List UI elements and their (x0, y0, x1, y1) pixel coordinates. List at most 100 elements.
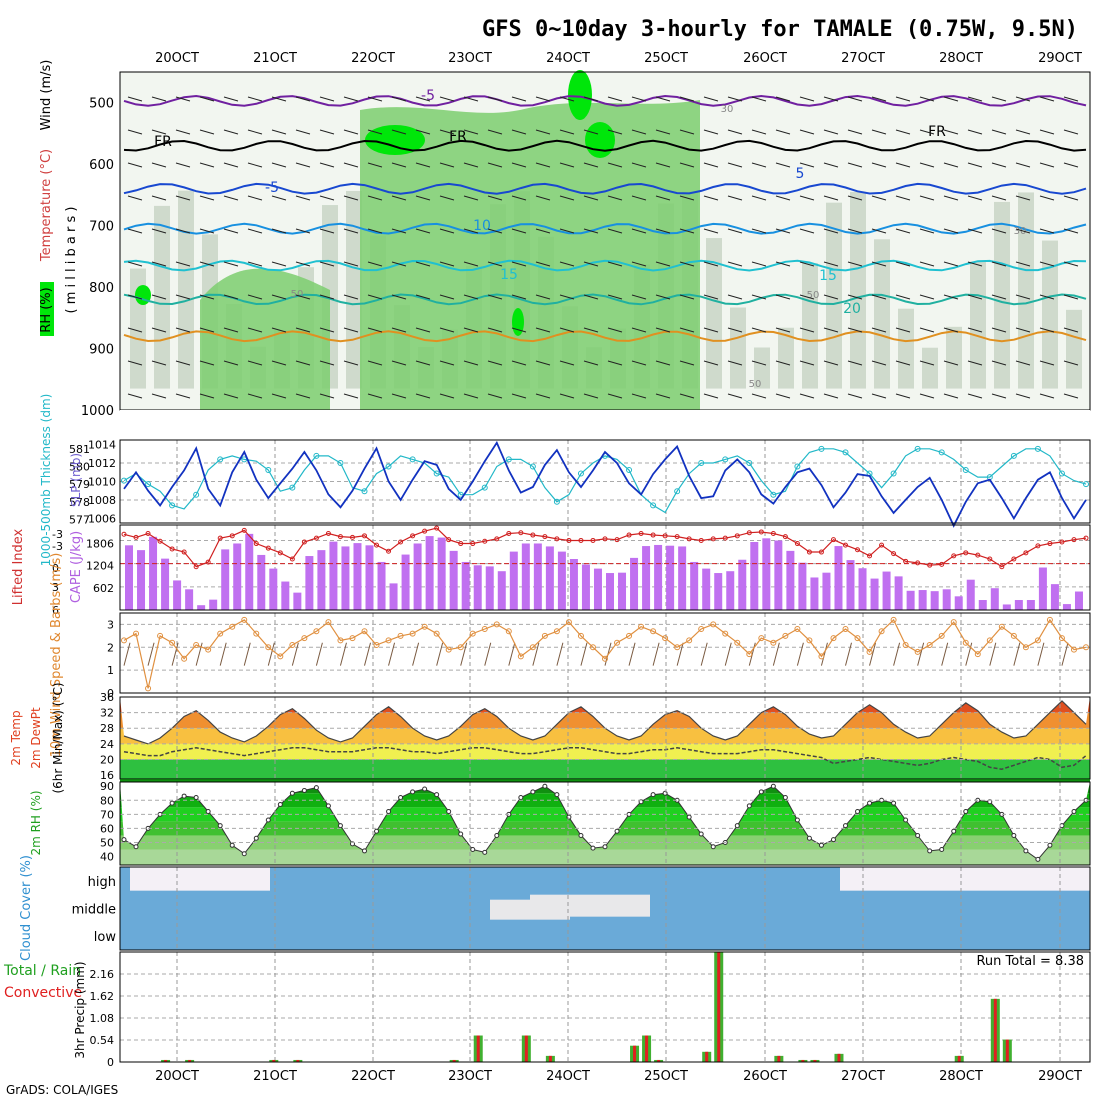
wind-barb (535, 162, 551, 168)
wind-barb (367, 96, 383, 102)
wind-barb (295, 327, 311, 333)
wind-barb (775, 228, 791, 234)
cape-bar (221, 549, 230, 610)
x-tick-bottom: 22OCT (351, 1069, 395, 1084)
rh2m-point (181, 793, 187, 799)
wind-barb (631, 195, 647, 201)
li-point (265, 545, 271, 551)
wind-barb (319, 228, 335, 234)
wind-barb (727, 129, 743, 135)
wind-barb (295, 360, 311, 366)
wind-barb (580, 642, 588, 666)
li-point (458, 541, 464, 547)
wind-barb (339, 642, 347, 666)
thickness-point (265, 467, 272, 474)
wind-point (710, 621, 717, 628)
y-tick: 0.54 (90, 1034, 115, 1047)
wind-barb (703, 129, 719, 135)
li-point (806, 549, 812, 555)
wind-barb (823, 360, 839, 366)
wind-barb (343, 162, 359, 168)
x-tick-bottom: 25OCT (644, 1069, 688, 1084)
li-line (123, 527, 1087, 568)
cape-bar (245, 533, 254, 610)
li-point (951, 553, 957, 559)
rh-contour-label: 30 (1014, 226, 1027, 237)
isotherm-label: 15 (500, 267, 518, 283)
temp-mask (120, 697, 1090, 744)
li-point (554, 536, 560, 542)
wind-barb (919, 96, 935, 102)
wind-point (818, 653, 825, 660)
wind-barb (967, 360, 983, 366)
wind-barb (967, 294, 983, 300)
rh-shade (922, 347, 938, 389)
li-point (1047, 541, 1053, 547)
wind-barb (652, 642, 660, 666)
wind-barb (871, 261, 887, 267)
dewpt-line (123, 747, 1087, 770)
cloud-mid-clear (530, 894, 650, 917)
wind-barb (247, 228, 263, 234)
x-tick-top: 24OCT (546, 51, 590, 66)
wind-barb (535, 261, 551, 267)
wind-barb (391, 96, 407, 102)
rh2m-point (422, 786, 428, 792)
y-tick: 1806 (86, 537, 114, 550)
cape-bar (185, 589, 194, 610)
li-point (169, 546, 175, 552)
rh2m-point (746, 803, 752, 809)
isotherm-line (123, 139, 1087, 152)
wind-point (253, 630, 260, 637)
cloud-high-clear (130, 867, 270, 891)
wind-point (133, 630, 140, 637)
wind-barb (871, 294, 887, 300)
wind-barb (535, 228, 551, 234)
wind-barb (532, 642, 540, 666)
rh2m-point (590, 845, 596, 851)
li-point (181, 549, 187, 555)
wind-barb (583, 162, 599, 168)
rh2m-point (578, 832, 584, 838)
cape-bar (1038, 567, 1047, 610)
wind-barb (1015, 294, 1031, 300)
wind-barb (223, 129, 239, 135)
wind-barb (319, 327, 335, 333)
wind-barb (175, 294, 191, 300)
wind-barb (943, 360, 959, 366)
cape-bar (293, 592, 302, 610)
wind-barb (847, 360, 863, 366)
wind-barb (943, 228, 959, 234)
rh2m-point (951, 828, 957, 834)
wind-barb (271, 360, 287, 366)
wind-barb (1063, 162, 1079, 168)
wind-point (457, 644, 464, 651)
li-point (482, 538, 488, 544)
li-point (337, 534, 343, 540)
wind-point (662, 635, 669, 642)
cape-bar (509, 551, 518, 610)
y-tick: -3 (52, 540, 63, 553)
wind-barb (799, 195, 815, 201)
li-point (867, 553, 873, 559)
li-point (975, 552, 981, 558)
wind-barb (271, 195, 287, 201)
x-tick-bottom: 24OCT (546, 1069, 590, 1084)
wind-barb (679, 228, 695, 234)
wind-barb (895, 228, 911, 234)
wind-barb (628, 642, 636, 666)
wind-point (938, 632, 945, 639)
cape-bar (377, 561, 386, 610)
li-point (722, 535, 728, 541)
rh2m-point (614, 828, 620, 834)
wind-barb (775, 360, 791, 366)
wind-barb (679, 393, 695, 399)
li-point (626, 532, 632, 538)
wind-barb (367, 162, 383, 168)
temp-band (120, 728, 1090, 744)
isotherm-label: FR (449, 129, 467, 145)
thickness-point (818, 445, 825, 452)
wind-barb (607, 129, 623, 135)
wind-barb (127, 294, 143, 300)
precip-conv-bar (548, 1055, 552, 1062)
